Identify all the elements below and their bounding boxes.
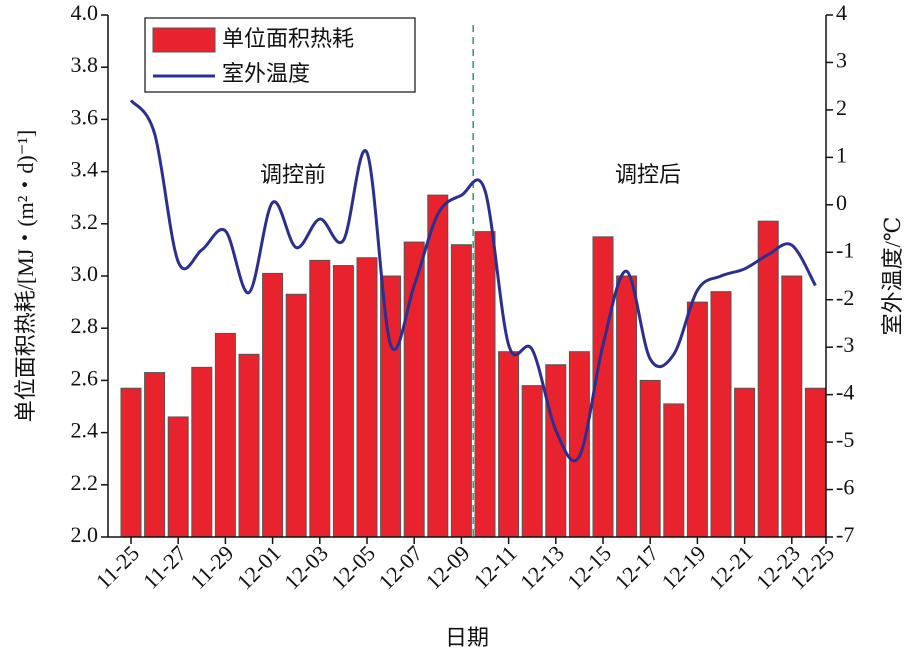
bar	[757, 220, 779, 538]
y2-tick-label: 1	[836, 142, 847, 167]
y2-tick-label: -1	[836, 237, 854, 262]
x-tick-label: 11-27	[138, 540, 191, 593]
y-tick-label: 3.2	[71, 209, 99, 234]
bar	[616, 275, 638, 538]
bar	[356, 257, 378, 538]
line	[129, 99, 817, 463]
y2-tick-label: 2	[836, 95, 847, 120]
y2-axis-label: 室外温度/℃	[880, 217, 905, 336]
y2-tick-label: 0	[836, 190, 847, 215]
y-tick-label: 2.6	[71, 365, 99, 390]
bar	[568, 351, 590, 538]
y-tick-label: 3.8	[71, 52, 99, 77]
legend-label: 单位面积热耗	[222, 26, 354, 51]
x-tick-label: 12-11	[468, 540, 521, 593]
bar	[238, 353, 260, 538]
bar	[167, 416, 189, 538]
bar	[734, 387, 756, 538]
bar	[474, 231, 496, 538]
y-tick-label: 2.2	[71, 470, 99, 495]
bar	[214, 332, 236, 538]
x-tick-label: 12-03	[279, 540, 333, 594]
y2-tick-label: -4	[836, 380, 854, 405]
bar	[710, 291, 732, 538]
y-tick-label: 3.6	[71, 104, 99, 129]
y-tick-label: 2.8	[71, 313, 99, 338]
bar	[781, 275, 803, 538]
y-tick-label: 2.4	[71, 418, 99, 443]
x-tick-label: 12-17	[609, 540, 663, 594]
bar	[380, 275, 402, 538]
x-tick-label: 11-29	[185, 540, 238, 593]
bar	[686, 301, 708, 538]
y2-tick-label: -2	[836, 285, 854, 310]
y2-tick-label: -7	[836, 522, 854, 547]
bar	[144, 372, 166, 538]
y-tick-label: 2.0	[71, 522, 99, 547]
bar	[498, 351, 520, 538]
legend-swatch	[152, 27, 216, 53]
y2-tick-label: -6	[836, 475, 854, 500]
bar	[427, 194, 449, 538]
y-tick-label: 3.0	[71, 261, 99, 286]
bar	[450, 244, 472, 538]
bar	[285, 293, 307, 538]
y2-tick-label: 4	[836, 0, 847, 25]
x-tick-label: 12-15	[562, 540, 616, 594]
x-axis-label: 日期	[445, 625, 489, 650]
x-tick-label: 12-09	[421, 540, 475, 594]
bar	[309, 259, 331, 538]
y2-tick-label: 3	[836, 48, 847, 73]
y-tick-label: 4.0	[71, 0, 99, 25]
x-tick-label: 12-13	[515, 540, 569, 594]
y-tick-label: 3.4	[71, 157, 99, 182]
bar	[262, 272, 284, 538]
bar	[804, 387, 826, 538]
bar	[332, 265, 354, 538]
y2-tick-label: -5	[836, 427, 854, 452]
x-tick-label: 11-25	[91, 540, 144, 593]
bar	[663, 403, 685, 538]
bar	[521, 385, 543, 538]
annotation: 调控后	[615, 162, 681, 187]
bar	[545, 364, 567, 538]
bar	[639, 379, 661, 538]
x-tick-label: 12-21	[704, 540, 758, 594]
legend-label: 室外温度	[222, 61, 310, 86]
x-tick-label: 12-01	[232, 540, 286, 594]
y-axis-label: 单位面积热耗/[MJ・(m²・d)⁻¹]	[13, 130, 38, 422]
x-tick-label: 12-19	[657, 540, 711, 594]
y2-tick-label: -3	[836, 332, 854, 357]
x-tick-label: 12-07	[373, 540, 427, 594]
annotation: 调控前	[260, 162, 326, 187]
bar	[191, 366, 213, 538]
x-tick-label: 12-05	[326, 540, 380, 594]
bar	[120, 387, 142, 538]
